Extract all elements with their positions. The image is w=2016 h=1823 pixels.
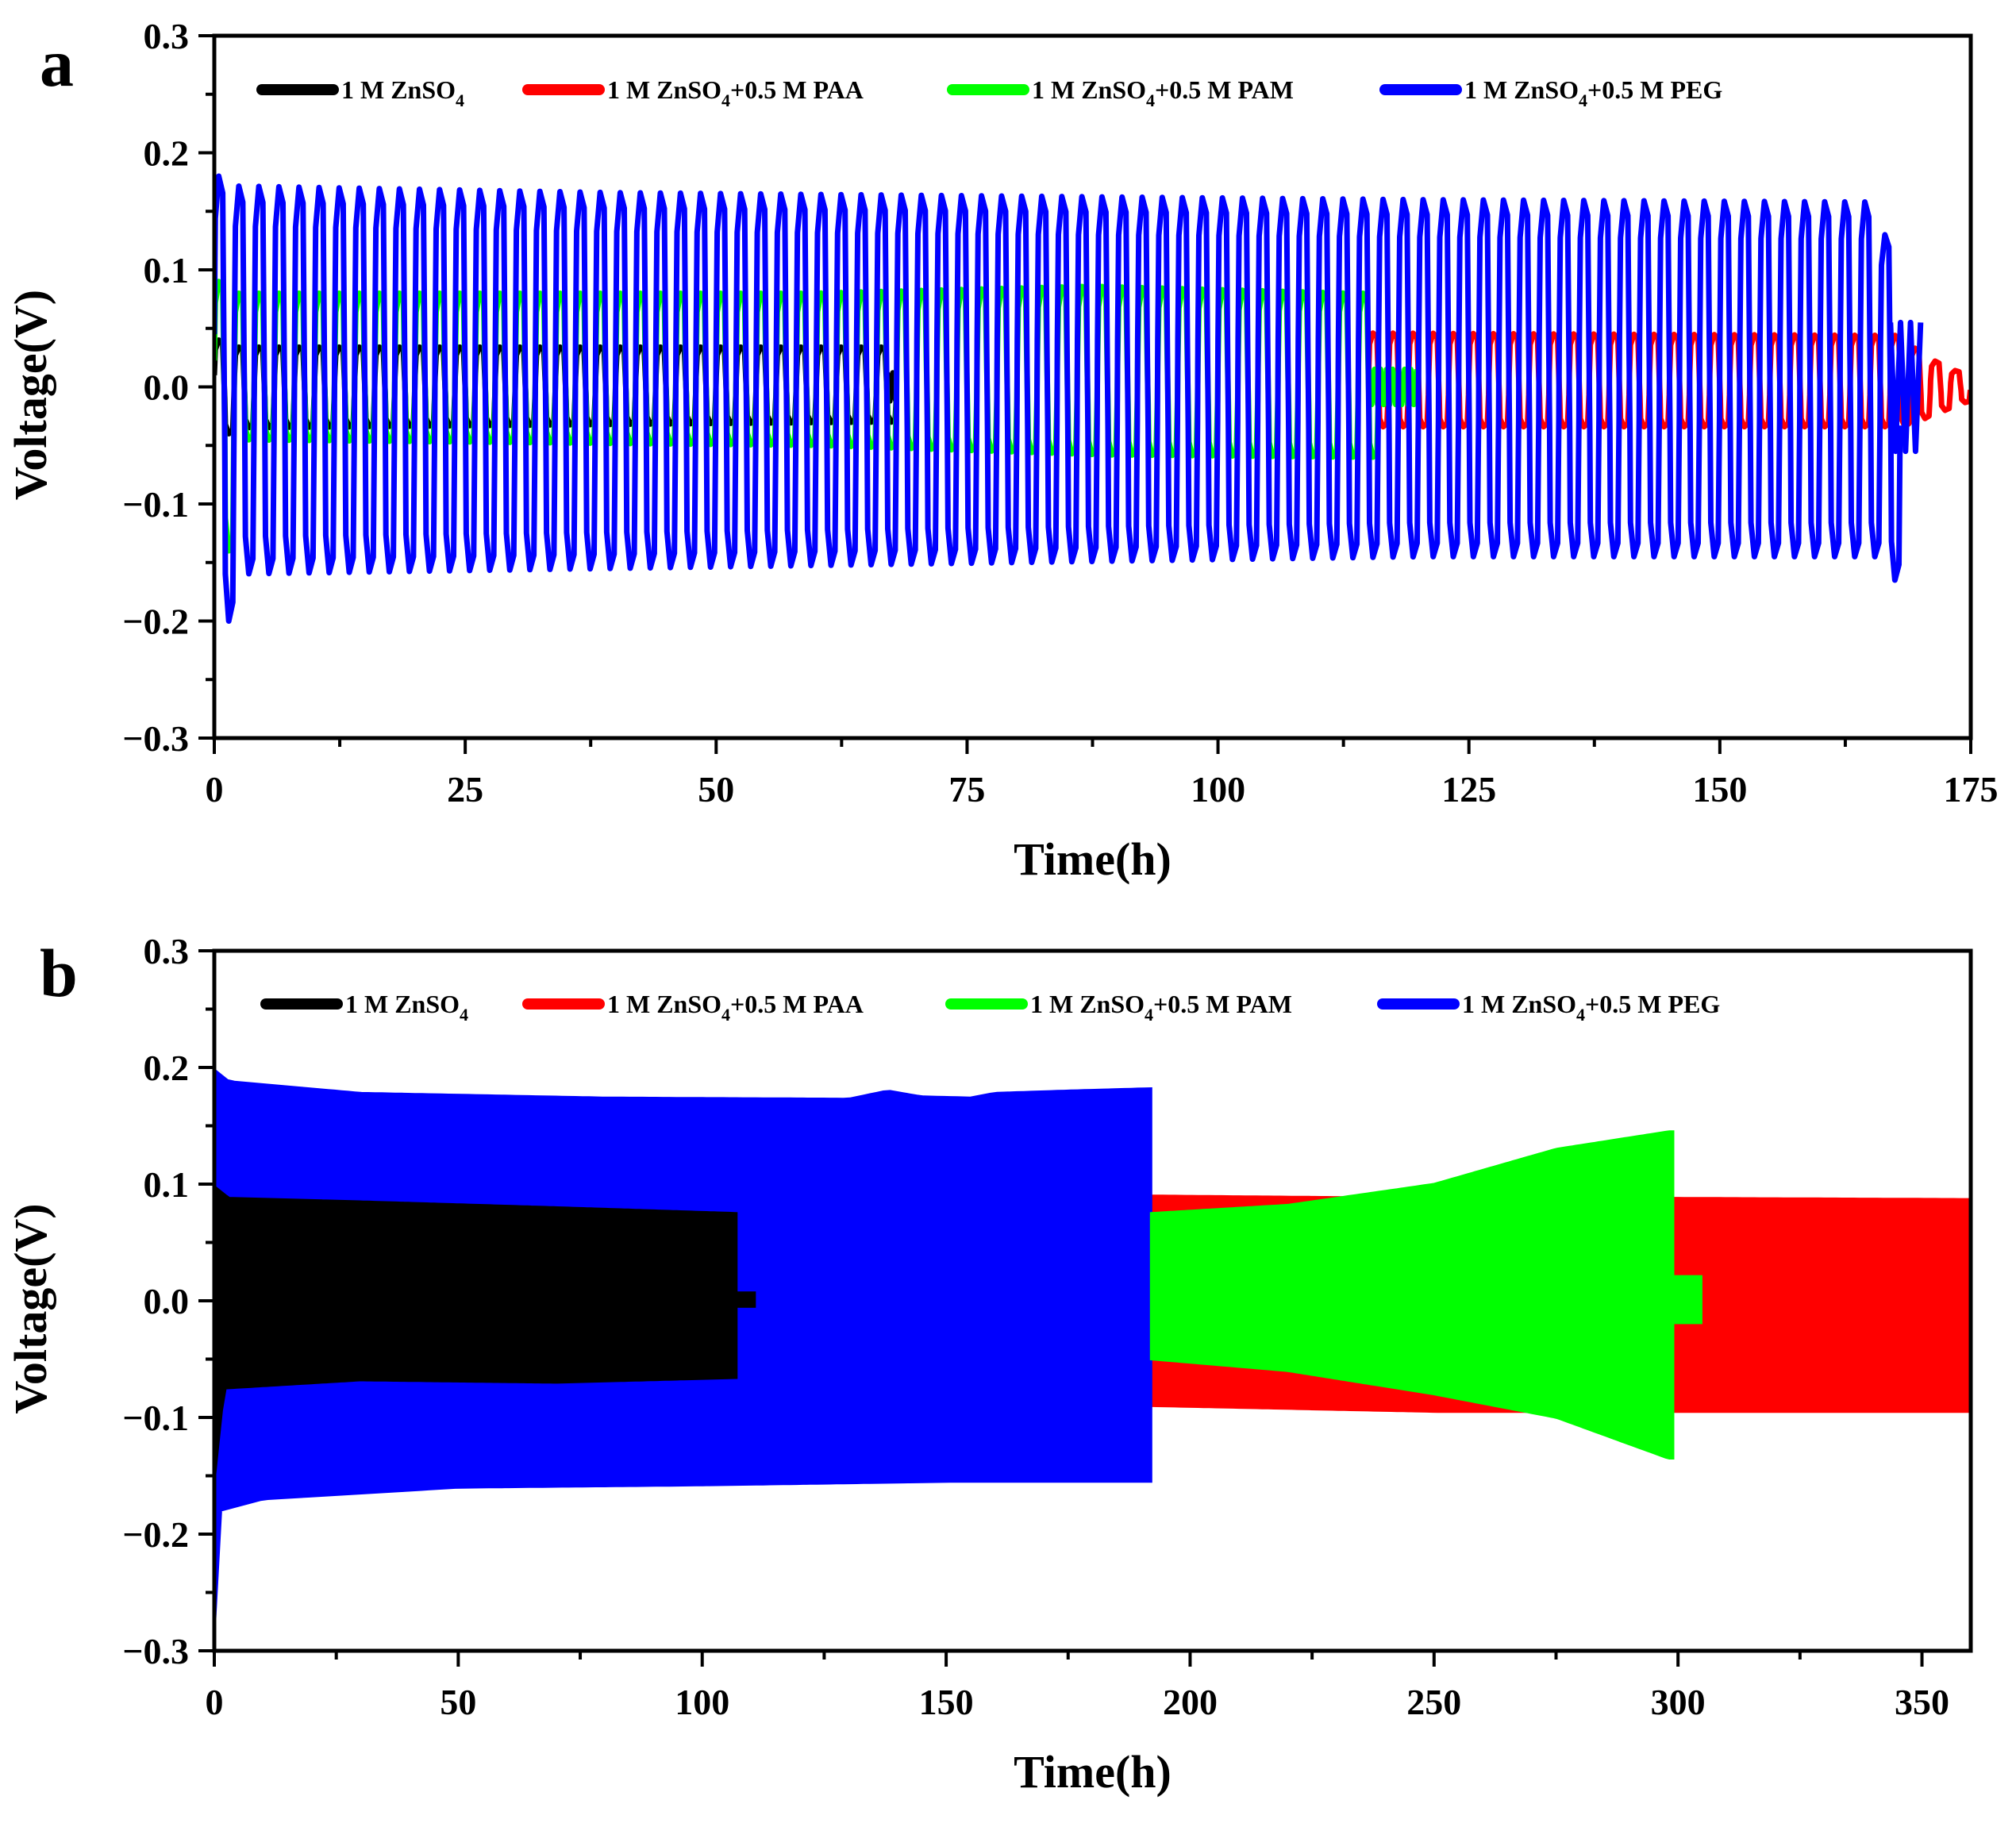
- x-axis-title: Time(h): [1014, 1746, 1172, 1798]
- y-tick-label: 0.1: [144, 1164, 190, 1205]
- y-tick-label: 0.0: [144, 367, 190, 408]
- y-tick-label: −0.3: [122, 1631, 189, 1671]
- legend-item: 1 M ZnSO4+0.5 M PAM: [945, 990, 1292, 1025]
- legend-label-main: 1 M ZnSO: [1464, 75, 1579, 104]
- legend-label-subscript: 4: [456, 90, 464, 110]
- legend-label-subscript: 4: [1145, 1005, 1153, 1025]
- y-tick-label: 0.2: [144, 133, 190, 174]
- legend-item: 1 M ZnSO4+0.5 M PEG: [1379, 75, 1722, 110]
- y-tick-label: 0.2: [144, 1048, 190, 1088]
- series-1-m-znso4-0-5-m-pam: [1149, 1130, 1702, 1460]
- plot-area: [214, 1067, 1971, 1633]
- legend-label: 1 M ZnSO4+0.5 M PAM: [1030, 990, 1292, 1025]
- legend-label-additive: +0.5 M PAA: [730, 990, 864, 1018]
- y-tick-label: 0.0: [144, 1281, 190, 1321]
- legend-label-additive: +0.5 M PAM: [1153, 990, 1292, 1018]
- legend-label-subscript: 4: [1576, 1005, 1585, 1025]
- y-tick-label: 0.3: [144, 931, 190, 971]
- legend-label-additive: +0.5 M PEG: [1587, 75, 1722, 104]
- x-tick-label: 300: [1651, 1682, 1706, 1722]
- legend-label-additive: +0.5 M PEG: [1585, 990, 1720, 1018]
- x-tick-label: 0: [206, 1682, 224, 1722]
- x-tick-label: 175: [1944, 769, 1999, 810]
- y-tick-label: −0.2: [122, 1514, 189, 1555]
- x-tick-label: 25: [447, 769, 483, 810]
- legend-label-subscript: 4: [1579, 90, 1587, 110]
- legend-label-main: 1 M ZnSO: [341, 75, 456, 104]
- legend-label: 1 M ZnSO4+0.5 M PEG: [1464, 75, 1722, 110]
- plot-area: [214, 173, 1971, 624]
- series-band: [214, 1184, 738, 1482]
- x-tick-label: 0: [206, 769, 224, 810]
- legend-label-main: 1 M ZnSO: [607, 75, 721, 104]
- series-1-m-znso4: [214, 1184, 756, 1482]
- legend-label-main: 1 M ZnSO: [1030, 990, 1145, 1018]
- y-tick-label: 0.3: [144, 16, 190, 56]
- legend-label: 1 M ZnSO4: [345, 990, 468, 1025]
- x-tick-label: 125: [1441, 769, 1496, 810]
- x-tick-label: 250: [1406, 1682, 1461, 1722]
- x-tick-label: 50: [440, 1682, 476, 1722]
- legend-label: 1 M ZnSO4+0.5 M PAA: [607, 75, 864, 110]
- x-tick-label: 350: [1895, 1682, 1949, 1722]
- legend-label: 1 M ZnSO4+0.5 M PAA: [607, 990, 864, 1025]
- series-tail: [1673, 1275, 1702, 1325]
- series-line: [214, 173, 1903, 624]
- chart-panel-a: 0 25 50 75 100 125 150 175 −0.3 −0.2 −0.1 0.0 0.1 0.2…: [5, 16, 1999, 885]
- x-tick-label: 75: [948, 769, 985, 810]
- x-tick-label: 50: [698, 769, 734, 810]
- legend-item: 1 M ZnSO4+0.5 M PAA: [522, 75, 864, 110]
- y-axis-title: Voltage(V): [5, 1203, 56, 1413]
- legend-label-main: 1 M ZnSO: [1032, 75, 1146, 104]
- legend-label-subscript: 4: [1146, 90, 1155, 110]
- legend-label-additive: +0.5 M PAM: [1155, 75, 1294, 104]
- panel-a-label: a: [40, 25, 74, 101]
- legend-label-subscript: 4: [460, 1005, 468, 1025]
- y-tick-label: −0.1: [122, 1398, 189, 1438]
- legend-label-main: 1 M ZnSO: [607, 990, 721, 1018]
- legend-label-main: 1 M ZnSO: [1462, 990, 1576, 1018]
- series-1-m-znso4-0-5-m-peg: [214, 173, 1924, 624]
- legend-label: 1 M ZnSO4+0.5 M PAM: [1032, 75, 1294, 110]
- legend-item: 1 M ZnSO4: [260, 990, 468, 1025]
- legend-item: 1 M ZnSO4+0.5 M PAM: [947, 75, 1294, 110]
- legend-label: 1 M ZnSO4+0.5 M PEG: [1462, 990, 1720, 1025]
- legend-label-subscript: 4: [721, 1005, 730, 1025]
- legend-label: 1 M ZnSO4: [341, 75, 464, 110]
- y-tick-label: −0.3: [122, 718, 189, 759]
- legend-item: 1 M ZnSO4+0.5 M PEG: [1377, 990, 1720, 1025]
- series-line-tail: [1887, 319, 1924, 455]
- legend-label-main: 1 M ZnSO: [345, 990, 460, 1018]
- series-tail: [736, 1291, 756, 1308]
- legend-item: 1 M ZnSO4+0.5 M PAA: [522, 990, 864, 1025]
- series-band: [1149, 1130, 1675, 1460]
- x-tick-label: 150: [919, 1682, 974, 1722]
- y-axis-title: Voltage(V): [5, 290, 56, 500]
- x-tick-label: 200: [1163, 1682, 1218, 1722]
- legend-label-subscript: 4: [721, 90, 730, 110]
- x-tick-label: 100: [675, 1682, 729, 1722]
- x-tick-label: 150: [1692, 769, 1747, 810]
- chart-panel-b: 0 50 100 150 200 250 300 350 −0.3 −0.2 −0.1 0.0 0.1 0…: [5, 931, 1973, 1798]
- panel-b-label: b: [40, 935, 78, 1011]
- x-tick-label: 100: [1191, 769, 1245, 810]
- x-axis-title: Time(h): [1014, 833, 1172, 885]
- y-tick-label: −0.1: [122, 484, 189, 525]
- y-tick-label: 0.1: [144, 250, 190, 290]
- y-tick-label: −0.2: [122, 602, 189, 642]
- legend-item: 1 M ZnSO4: [256, 75, 464, 110]
- legend-label-additive: +0.5 M PAA: [730, 75, 864, 104]
